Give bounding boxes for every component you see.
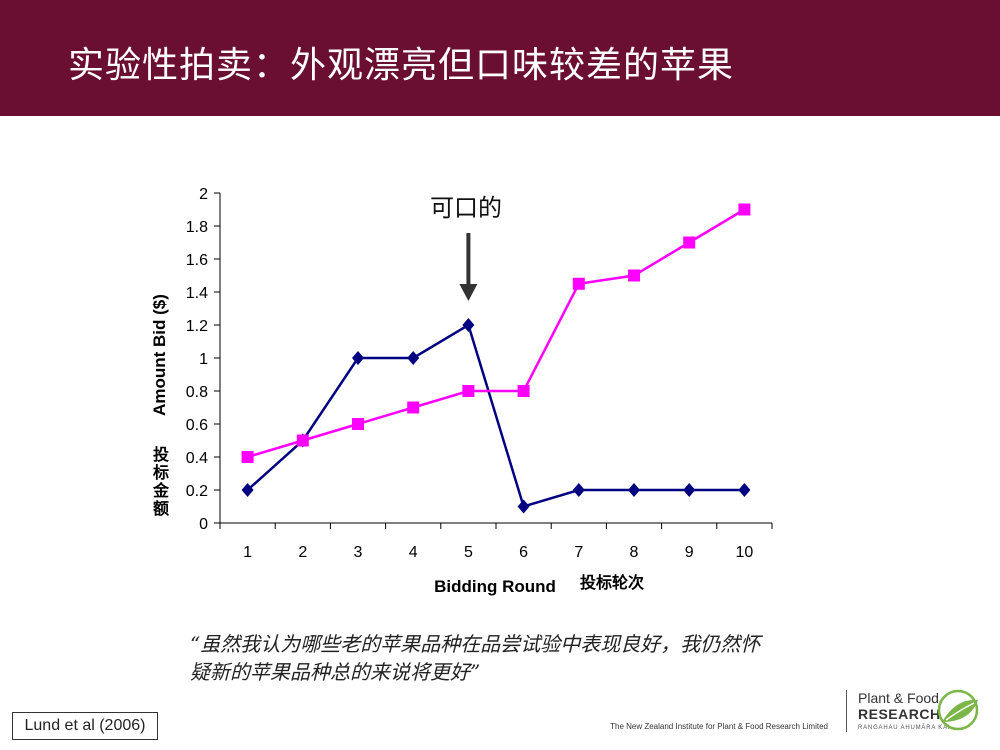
series-line [246, 323, 745, 509]
data-point-square [407, 401, 420, 414]
data-point-diamond [352, 351, 364, 365]
y-tick-label: 0.8 [186, 384, 208, 401]
data-point-square [628, 269, 640, 282]
quote-line-1: “虽然我认为哪些老的苹果品种在品尝试验中表现良好，我仍然怀 [190, 632, 761, 656]
chart-axes [214, 192, 773, 529]
x-tick-label: 3 [354, 544, 363, 561]
arrow-head [459, 284, 478, 301]
x-tick-label: 7 [574, 544, 583, 561]
title-bar [0, 0, 1000, 116]
x-tick-label: 10 [736, 544, 754, 561]
logo-text-research: RESEARCH [858, 706, 941, 722]
institute-footer: The New Zealand Institute for Plant & Fo… [610, 722, 828, 731]
logo-divider [846, 690, 847, 732]
x-tick-label: 8 [630, 544, 639, 561]
y-label-cn-char: 投 [153, 445, 169, 464]
y-tick-label: 1.8 [186, 219, 208, 236]
x-tick-labels: 1 2 3 4 5 6 7 8 9 10 [243, 544, 753, 561]
y-axis-label: Amount Bid ($) [150, 294, 169, 416]
leaf-logo-icon [937, 689, 979, 731]
data-point-square [352, 418, 364, 430]
data-point-diamond [628, 483, 640, 497]
x-tick-label: 6 [519, 544, 528, 561]
y-tick-label: 1.2 [186, 318, 208, 335]
data-point-diamond [462, 318, 475, 332]
x-tick-label: 5 [464, 544, 473, 561]
data-point-diamond [683, 483, 696, 497]
x-tick-label: 9 [685, 544, 694, 561]
data-point-square [738, 203, 751, 216]
data-point-square [296, 434, 309, 447]
slide-title: 实验性拍卖：外观漂亮但口味较差的苹果 [68, 45, 735, 86]
y-tick-label: 0 [199, 516, 208, 533]
data-point-square [241, 451, 254, 463]
quote: “虽然我认为哪些老的苹果品种在品尝试验中表现良好，我仍然怀 疑新的苹果品种总的来… [190, 630, 850, 686]
data-point-diamond [738, 483, 751, 497]
y-tick-label: 1.4 [186, 285, 208, 302]
x-tick-label: 1 [243, 544, 252, 561]
y-tick-label: 0.6 [186, 417, 208, 434]
data-point-square [462, 385, 475, 397]
data-point-square [683, 236, 696, 249]
logo-text-plant-food: Plant & Food [858, 690, 939, 706]
y-tick-label: 1.6 [186, 252, 208, 269]
x-axis-label-cn: 投标轮次 [580, 573, 644, 592]
annotation-arrow [459, 233, 478, 301]
chart-series [241, 203, 751, 514]
x-tick-label: 4 [409, 544, 418, 561]
logo-text-maori: RANGAHAU AHUMĀRA KAI [858, 725, 951, 731]
y-tick-labels: 0 0.2 0.4 0.6 0.8 1 1.2 1.4 1.6 1.8 2 [186, 186, 208, 533]
series-line [247, 208, 746, 459]
y-label-cn-char: 标 [152, 463, 169, 482]
data-point-diamond [572, 483, 585, 497]
citation-box: Lund et al (2006) [12, 712, 158, 740]
y-label-cn-char: 额 [153, 499, 169, 518]
data-point-square [572, 277, 585, 290]
data-point-diamond [517, 499, 530, 514]
y-tick-label: 0.4 [186, 450, 208, 467]
annotation-label: 可口的 [430, 194, 502, 222]
y-tick-label: 0.2 [186, 483, 208, 500]
data-point-square [517, 385, 530, 397]
data-point-diamond [407, 351, 420, 365]
quote-line-2: 疑新的苹果品种总的来说将更好” [190, 660, 481, 684]
y-label-cn-char: 金 [152, 481, 170, 500]
x-tick-label: 2 [298, 544, 307, 561]
x-axis-label: Bidding Round [434, 577, 556, 596]
data-point-diamond [241, 483, 254, 497]
y-tick-label: 2 [199, 186, 208, 203]
y-tick-label: 1 [199, 351, 208, 368]
